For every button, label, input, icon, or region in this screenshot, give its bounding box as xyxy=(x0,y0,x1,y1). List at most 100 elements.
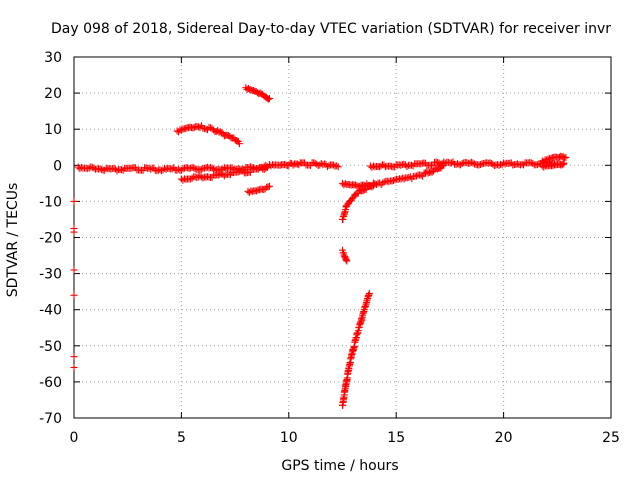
data-point xyxy=(549,162,557,170)
data-point xyxy=(368,163,376,171)
x-tick-label: 10 xyxy=(280,430,298,446)
data-point xyxy=(214,171,222,179)
y-tick-label: -30 xyxy=(39,267,62,283)
data-point xyxy=(207,163,215,171)
data-point xyxy=(333,162,341,170)
data-point xyxy=(486,159,494,167)
data-point xyxy=(354,189,362,197)
data-point xyxy=(417,160,425,168)
y-tick-label: -20 xyxy=(39,231,62,247)
data-point xyxy=(562,153,570,161)
data-point xyxy=(330,161,338,169)
data-point xyxy=(447,159,455,167)
y-tick-label: -70 xyxy=(39,411,62,427)
y-tick-label: -10 xyxy=(39,194,62,210)
data-point xyxy=(310,159,318,167)
data-point xyxy=(561,154,569,162)
data-point xyxy=(533,161,541,169)
data-point xyxy=(188,174,196,182)
data-point xyxy=(377,162,385,170)
data-point xyxy=(264,95,272,103)
series-late-band xyxy=(366,158,568,171)
data-point xyxy=(529,159,537,167)
data-point xyxy=(265,182,273,190)
y-axis-label: SDTVAR / TECUs xyxy=(5,183,21,298)
data-point xyxy=(540,163,548,171)
data-point xyxy=(96,165,104,173)
data-point xyxy=(98,165,106,173)
data-point xyxy=(362,185,370,193)
data-point xyxy=(369,179,377,187)
data-point xyxy=(379,179,387,187)
data-point xyxy=(371,180,379,188)
data-point xyxy=(385,178,393,186)
data-point xyxy=(113,167,121,175)
data-point xyxy=(380,161,388,169)
x-tick-label: 5 xyxy=(177,430,186,446)
data-point xyxy=(365,289,373,297)
data-point xyxy=(267,162,275,170)
y-tick-label: 30 xyxy=(44,50,62,66)
series-dip-flat xyxy=(339,179,379,190)
series-dip-recovery xyxy=(339,161,447,223)
grid-lines xyxy=(74,57,611,418)
data-point xyxy=(477,161,485,169)
data-point xyxy=(70,291,78,299)
data-point xyxy=(179,176,187,184)
series-edge-marks xyxy=(70,197,78,371)
data-point xyxy=(394,176,402,184)
data-point xyxy=(225,170,233,178)
data-point xyxy=(343,257,351,265)
data-point xyxy=(467,158,475,166)
data-point xyxy=(90,164,98,172)
data-point xyxy=(560,159,568,167)
data-point xyxy=(389,177,397,185)
data-point xyxy=(334,163,342,171)
data-point xyxy=(518,160,526,168)
y-tick-label: 20 xyxy=(44,86,62,102)
data-point xyxy=(77,163,85,171)
data-point xyxy=(199,174,207,182)
data-point xyxy=(412,172,420,180)
y-tick-labels: -70 -60 -50 -40 -30 -20 -10 0 10 20 30 xyxy=(39,50,62,427)
series-arc-positive xyxy=(173,122,243,148)
data-point xyxy=(434,159,442,167)
data-point xyxy=(190,164,198,172)
data-point xyxy=(265,95,273,103)
data-point xyxy=(127,164,135,172)
data-point xyxy=(235,140,243,148)
series-late-upper xyxy=(538,152,570,166)
x-tick-label: 0 xyxy=(70,430,79,446)
data-point xyxy=(348,195,356,203)
data-point xyxy=(70,266,78,274)
y-tick-label: -60 xyxy=(39,375,62,391)
data-point xyxy=(188,163,196,171)
data-point xyxy=(400,175,408,183)
data-point xyxy=(147,165,155,173)
data-point xyxy=(246,168,254,176)
data-point xyxy=(234,168,242,176)
y-tick-label: 0 xyxy=(53,158,62,174)
series-band-lower-rise xyxy=(177,163,271,184)
y-tick-label: -50 xyxy=(39,339,62,355)
data-point xyxy=(469,159,477,167)
series-late-lower xyxy=(538,159,568,171)
data-point xyxy=(84,165,92,173)
data-point xyxy=(253,165,261,173)
data-point xyxy=(70,224,78,232)
data-point xyxy=(118,166,126,174)
x-tick-label: 20 xyxy=(495,430,513,446)
data-point xyxy=(408,161,416,169)
data-point xyxy=(262,164,270,172)
data-points xyxy=(70,84,570,409)
data-point xyxy=(264,183,272,191)
data-point xyxy=(323,163,331,171)
x-tick-label: 25 xyxy=(602,430,620,446)
series-deep-drop xyxy=(339,289,373,409)
chart-title: Day 098 of 2018, Sidereal Day-to-day VTE… xyxy=(51,21,611,37)
data-point xyxy=(70,197,78,205)
data-point xyxy=(70,353,78,361)
data-point xyxy=(179,165,187,173)
data-point xyxy=(168,165,176,173)
